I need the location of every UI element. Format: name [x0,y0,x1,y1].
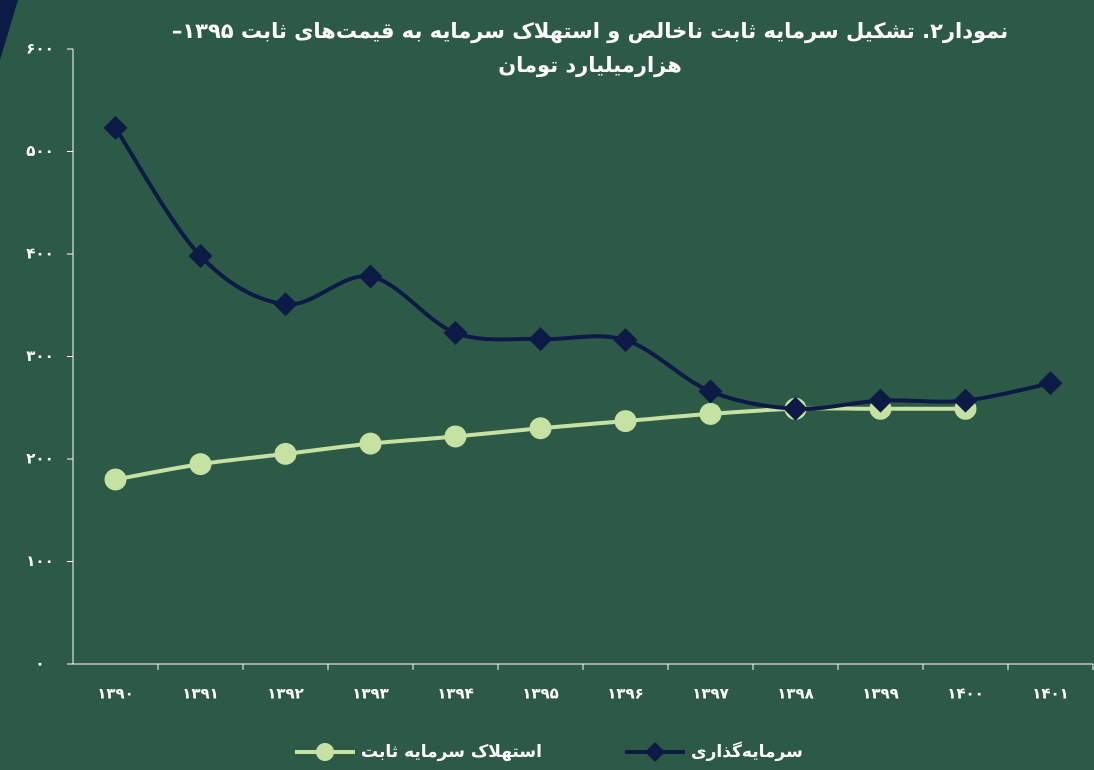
circle-marker [699,402,722,425]
diamond-marker [783,396,808,421]
x-tick-label: ۱۳۹۷ [692,685,729,703]
x-tick-label: ۱۳۹۴ [437,685,474,703]
circle-marker [189,453,212,476]
x-tick-label: ۱۳۹۸ [777,685,814,703]
diamond-marker [528,327,553,352]
diamond-marker [613,328,638,353]
legend-marker [645,742,665,762]
y-tick-label: ۶۰۰ [26,40,53,58]
x-tick-label: ۱۳۹۲ [267,685,304,703]
y-tick-label: ۳۰۰ [26,347,53,365]
x-tick-label: ۱۴۰۱ [1032,685,1069,703]
y-tick-label: ۲۰۰ [26,450,53,468]
circle-marker [529,417,552,440]
x-tick-label: ۱۳۹۱ [182,685,219,703]
circle-marker [444,425,467,448]
x-tick-label: ۱۳۹۰ [97,685,134,703]
legend-label: استهلاک سرمایه ثابت [361,742,542,762]
x-tick-label: ۱۳۹۳ [352,685,389,703]
chart-subtitle: هزارمیلیارد تومان [498,53,682,77]
diamond-marker [188,244,213,269]
diamond-marker [273,292,298,317]
diamond-marker [358,264,383,289]
diamond-marker [953,388,978,413]
series-line [113,126,1051,411]
circle-marker [274,442,297,465]
diamond-marker [868,388,893,413]
y-tick-label: ۱۰۰ [26,552,53,570]
circle-marker [614,410,637,433]
x-tick-label: ۱۳۹۶ [607,685,644,703]
x-tick-label: ۱۳۹۵ [522,685,559,703]
corner-decoration [0,0,18,60]
diamond-marker [1038,371,1063,396]
x-tick-label: ۱۴۰۰ [947,685,984,703]
circle-marker [104,468,127,491]
y-tick-label: ۵۰۰ [26,142,53,160]
diamond-marker [443,320,468,345]
legend-marker [316,743,334,761]
chart-title: نمودار۲. تشکیل سرمایه ثابت ناخالص و استه… [172,19,1008,43]
legend-label: سرمایه‌گذاری [691,741,803,762]
x-tick-label: ۱۳۹۹ [862,685,899,703]
y-tick-label: ۰ [35,655,44,673]
y-tick-label: ۴۰۰ [26,245,53,263]
circle-marker [359,432,382,455]
diamond-marker [103,115,128,140]
diamond-marker [698,379,723,404]
